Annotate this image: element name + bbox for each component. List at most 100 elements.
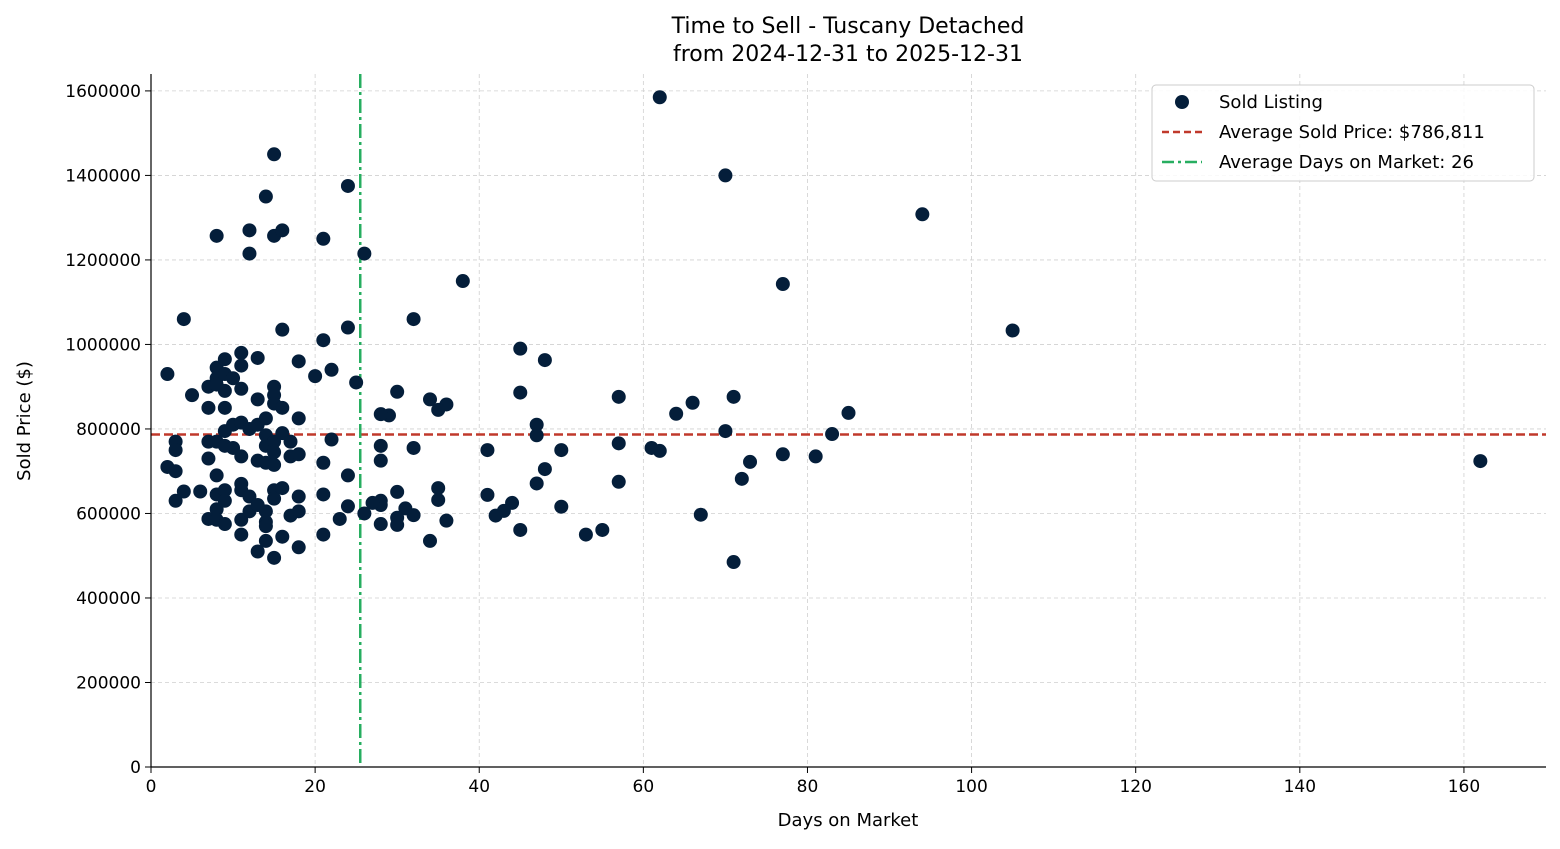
data-point (217, 483, 232, 498)
x-axis-label: Days on Market (778, 810, 919, 831)
data-point (258, 519, 273, 534)
data-point (168, 464, 183, 479)
data-point (234, 449, 249, 464)
data-point (513, 385, 528, 400)
y-tick-label: 400000 (76, 589, 141, 609)
legend-box (1151, 84, 1535, 182)
data-point (718, 424, 733, 439)
data-point (234, 381, 249, 396)
data-point (291, 354, 306, 369)
data-point (398, 501, 413, 516)
data-point (291, 447, 306, 462)
data-point (332, 511, 347, 526)
y-tick-label: 1200000 (65, 251, 141, 271)
data-point (324, 432, 339, 447)
data-point (423, 533, 437, 548)
chart-title: Time to Sell - Tuscany Detached (671, 14, 1025, 39)
data-point (529, 428, 544, 443)
data-point (373, 407, 388, 422)
data-point (217, 517, 232, 532)
data-point (201, 400, 216, 415)
y-tick-label: 1400000 (65, 166, 141, 186)
data-point (480, 487, 495, 502)
legend-label: Sold Listing (1219, 92, 1323, 113)
y-tick-label: 1000000 (65, 335, 141, 355)
data-point (644, 440, 659, 455)
data-point (423, 392, 437, 407)
data-point (611, 389, 626, 404)
data-point (168, 443, 183, 458)
data-point (431, 402, 446, 417)
data-point (529, 417, 544, 432)
legend-label: Average Days on Market: 26 (1219, 152, 1474, 173)
data-point (340, 320, 355, 335)
data-point (275, 481, 290, 496)
data-point (693, 507, 708, 522)
data-point (611, 474, 626, 489)
data-point (406, 440, 421, 455)
data-point (365, 495, 380, 510)
data-point (275, 400, 290, 415)
y-tick-label: 200000 (76, 673, 141, 693)
data-point (455, 274, 470, 289)
data-point (1473, 454, 1488, 469)
data-point (176, 312, 191, 327)
data-point (201, 451, 216, 466)
data-point (234, 358, 249, 373)
data-point (431, 492, 446, 507)
data-point (291, 489, 306, 504)
data-point (554, 443, 569, 458)
legend-label: Average Sold Price: $786,811 (1219, 122, 1485, 143)
data-point (316, 527, 331, 542)
data-point (291, 411, 306, 426)
data-point (217, 352, 232, 367)
data-point (316, 487, 331, 502)
data-point (242, 223, 257, 238)
data-point (267, 550, 282, 565)
data-point (316, 455, 331, 470)
data-point (554, 499, 569, 514)
data-point (734, 471, 749, 486)
x-tick-label: 120 (1119, 777, 1151, 797)
reference-lines (151, 74, 1546, 767)
data-point (316, 231, 331, 246)
x-tick-label: 160 (1448, 777, 1480, 797)
data-point (529, 476, 544, 491)
data-point (669, 406, 684, 421)
data-point (537, 462, 552, 477)
grid (150, 74, 1546, 768)
data-point (168, 493, 183, 508)
data-point (160, 367, 175, 382)
x-tick-label: 100 (955, 777, 987, 797)
data-point (226, 371, 241, 386)
data-point (250, 350, 265, 365)
data-point (217, 493, 232, 508)
y-tick-label: 0 (130, 758, 141, 778)
data-point (308, 369, 323, 384)
data-point (390, 484, 405, 499)
data-point (242, 246, 257, 261)
data-point (176, 484, 191, 499)
data-point (1005, 323, 1020, 338)
data-point (267, 491, 282, 506)
y-tick-label: 600000 (76, 504, 141, 524)
data-point (611, 436, 626, 451)
data-point (349, 375, 364, 390)
y-axis-label: Sold Price ($) (14, 361, 35, 481)
data-point (267, 445, 282, 460)
data-point (291, 504, 306, 519)
data-point (488, 508, 503, 523)
data-point (726, 555, 741, 570)
data-point (340, 499, 355, 514)
data-point (390, 517, 405, 532)
data-point (726, 389, 741, 404)
data-point (808, 449, 823, 464)
x-tick-label: 40 (468, 777, 490, 797)
x-tick-label: 60 (633, 777, 655, 797)
data-point (340, 468, 355, 483)
x-tick-label: 0 (146, 777, 157, 797)
data-point (209, 468, 224, 483)
data-point (185, 388, 200, 403)
data-point (743, 454, 758, 469)
